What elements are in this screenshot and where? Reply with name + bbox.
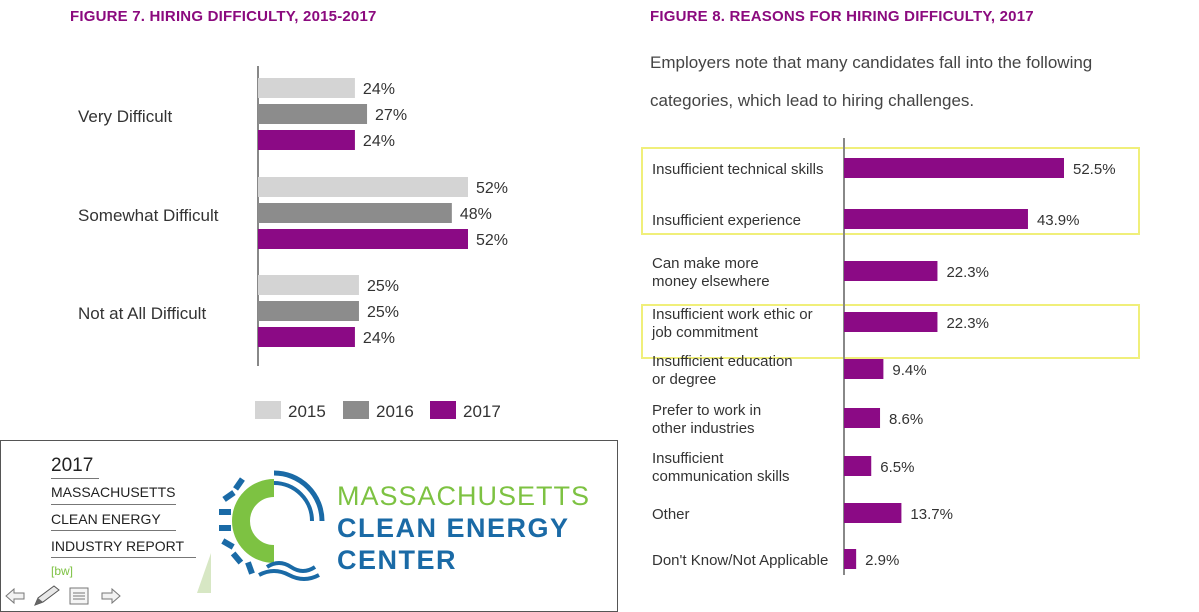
bar xyxy=(258,130,355,150)
mcec-name-line1: MASSACHUSETTS xyxy=(337,481,591,511)
highlight-box xyxy=(641,147,1140,235)
data-label: 6.5% xyxy=(880,459,914,476)
data-label: 52.5% xyxy=(1073,161,1116,178)
bar xyxy=(844,549,857,569)
data-label: 52% xyxy=(476,180,508,197)
data-label: 24% xyxy=(363,133,395,150)
category-label: Not at All Difficult xyxy=(78,304,206,323)
data-label: 9.4% xyxy=(892,362,926,379)
bar xyxy=(258,229,468,249)
report-triangle xyxy=(197,553,211,593)
report-divider xyxy=(51,478,99,479)
mcec-name-line3: CENTER xyxy=(337,545,458,575)
bar xyxy=(258,104,368,124)
report-divider xyxy=(51,557,196,558)
bar xyxy=(258,177,468,197)
bar xyxy=(258,301,359,321)
category-label: Prefer to work in xyxy=(652,402,761,419)
pen-icon[interactable] xyxy=(32,585,66,607)
mcec-name-line2: CLEAN ENERGY xyxy=(337,513,570,543)
report-year: 2017 xyxy=(51,455,94,476)
figure7-chart: Very Difficult 24% 27% 24% Somewhat Difficul… xyxy=(78,66,508,421)
category-label: Insufficient technical skills xyxy=(652,161,823,178)
report-line-2: CLEAN ENERGY xyxy=(51,511,161,527)
figure8-intro-line2: categories, which lead to hiring challen… xyxy=(650,91,975,110)
category-label: Insufficient education xyxy=(652,353,793,370)
arrow-right-icon[interactable] xyxy=(100,585,122,607)
category-label: Other xyxy=(652,506,690,523)
data-label: 8.6% xyxy=(889,411,923,428)
figure7-title: FIGURE 7. HIRING DIFFICULTY, 2015-2017 xyxy=(70,8,377,25)
bar xyxy=(258,275,359,295)
logo-panel: 2017 MASSACHUSETTS CLEAN ENERGY INDUSTRY… xyxy=(0,440,618,612)
bw-tag: [bw] xyxy=(51,564,74,578)
category-label: job commitment xyxy=(651,324,759,341)
data-label: 25% xyxy=(367,278,399,295)
category-label: other industries xyxy=(652,420,755,437)
arrow-left-icon[interactable] xyxy=(4,585,26,607)
data-label: 48% xyxy=(460,206,492,223)
legend-label: 2015 xyxy=(288,402,326,421)
mcec-logo-icon xyxy=(219,470,325,581)
data-label: 22.3% xyxy=(946,315,989,332)
data-label: 25% xyxy=(367,304,399,321)
bar xyxy=(844,359,884,379)
legend-label: 2016 xyxy=(376,402,414,421)
category-label: Very Difficult xyxy=(78,107,172,126)
report-divider xyxy=(51,504,176,505)
legend-swatch xyxy=(343,401,369,419)
bar xyxy=(844,456,872,476)
category-label: Don't Know/Not Applicable xyxy=(652,552,828,569)
report-line-1: MASSACHUSETTS xyxy=(51,484,176,500)
data-label: 43.9% xyxy=(1037,212,1080,229)
category-label: money elsewhere xyxy=(652,273,770,290)
bar xyxy=(258,78,355,98)
data-label: 27% xyxy=(375,107,407,124)
legend-swatch xyxy=(430,401,456,419)
bar xyxy=(844,408,881,428)
figure8-intro-line1: Employers note that many candidates fall… xyxy=(650,53,1093,72)
bar xyxy=(844,158,1064,178)
list-icon[interactable] xyxy=(68,585,90,607)
legend-swatch xyxy=(255,401,281,419)
data-label: 24% xyxy=(363,330,395,347)
bar xyxy=(844,503,902,523)
category-label: or degree xyxy=(652,371,716,388)
category-label: Insufficient work ethic or xyxy=(652,306,813,323)
data-label: 2.9% xyxy=(865,552,899,569)
category-label: communication skills xyxy=(652,468,790,485)
category-label: Insufficient xyxy=(652,450,724,467)
legend-label: 2017 xyxy=(463,402,501,421)
data-label: 52% xyxy=(476,232,508,249)
category-label: Insufficient experience xyxy=(652,212,801,229)
highlight-box xyxy=(641,304,1140,359)
category-label: Somewhat Difficult xyxy=(78,206,219,225)
bar xyxy=(844,261,938,281)
data-label: 24% xyxy=(363,81,395,98)
report-divider xyxy=(51,530,176,531)
data-label: 13.7% xyxy=(910,506,953,523)
data-label: 22.3% xyxy=(946,264,989,281)
figure8-chart: 52.5% Insufficient technical skills 43.9% I… xyxy=(641,138,1140,575)
bar xyxy=(258,327,355,347)
report-line-3: INDUSTRY REPORT xyxy=(51,538,185,554)
category-label: Can make more xyxy=(652,255,759,272)
bar xyxy=(844,312,938,332)
figure8-title: FIGURE 8. REASONS FOR HIRING DIFFICULTY,… xyxy=(650,8,1034,25)
bar xyxy=(844,209,1028,229)
bar xyxy=(258,203,452,223)
